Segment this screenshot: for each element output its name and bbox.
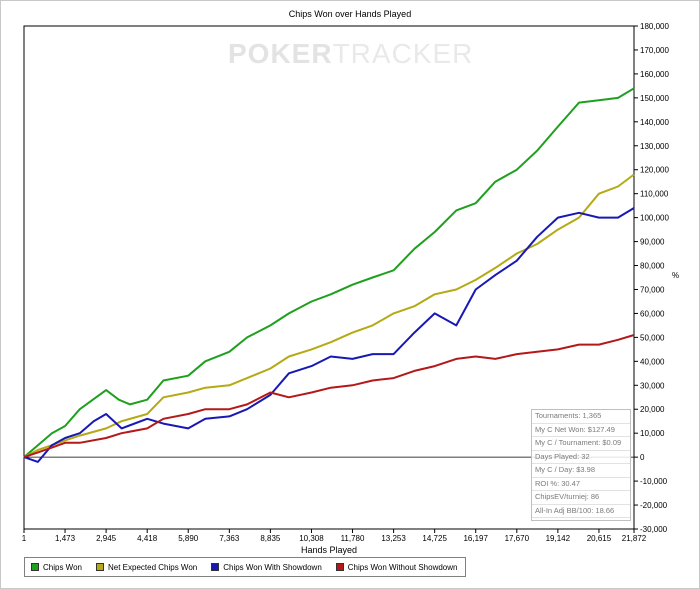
- y-tick-label: 110,000: [640, 190, 669, 199]
- stat-line: All-In Adj BB/100: 18.66: [532, 505, 630, 518]
- series-line-net-expected-chips-won: [23, 173, 635, 458]
- y-tick-label: 120,000: [640, 166, 669, 175]
- y-tick-label: 20,000: [640, 405, 665, 414]
- y-tick-label: 100,000: [640, 214, 669, 223]
- stat-line: My C Net Won: $127.49: [532, 424, 630, 437]
- y-tick-label: 130,000: [640, 142, 669, 151]
- pokertracker-watermark: POKERTRACKER: [228, 38, 473, 70]
- stat-line: Tournaments: 1,365: [532, 410, 630, 424]
- x-axis-label: Hands Played: [300, 545, 358, 555]
- y-tick-label: 160,000: [640, 70, 669, 79]
- x-tick-label: 17,670: [505, 534, 530, 543]
- legend-label: Chips Won With Showdown: [223, 562, 322, 572]
- x-tick-label: 21,872: [622, 534, 647, 543]
- y-tick-label: -30,000: [640, 525, 668, 534]
- x-tick-label: 11,780: [341, 534, 365, 543]
- x-tick-label: 8,835: [260, 534, 281, 543]
- plot-area: [23, 25, 635, 530]
- legend-label: Net Expected Chips Won: [107, 562, 198, 572]
- x-tick-label: 1,473: [55, 534, 76, 543]
- x-tick-label: 14,725: [422, 534, 447, 543]
- x-tick-label: 4,418: [137, 534, 158, 543]
- legend-item: Chips Won With Showdown: [205, 563, 330, 572]
- x-tick-label: 7,363: [219, 534, 240, 543]
- legend-swatch: [211, 563, 220, 571]
- x-tick-label: 13,253: [381, 534, 406, 543]
- watermark-poker: POKER: [228, 38, 333, 69]
- y-tick-label: 30,000: [640, 381, 665, 390]
- series-line-chips-won-with-showdown: [23, 207, 635, 463]
- legend-item: Chips Won Without Showdown: [330, 563, 466, 572]
- legend-label: Chips Won: [43, 562, 82, 572]
- x-tick-label: 20,615: [587, 534, 612, 543]
- y-tick-label: 10,000: [640, 429, 665, 438]
- series-line-chips-won-without-showdown: [23, 334, 635, 459]
- stat-line: My C / Tournament: $0.09: [532, 437, 630, 451]
- legend-item: Chips Won: [25, 563, 90, 572]
- y-tick-label: 0: [640, 453, 645, 462]
- y-tick-label: 150,000: [640, 94, 669, 103]
- y-tick-label: 60,000: [640, 309, 665, 318]
- x-tick-label: 2,945: [96, 534, 117, 543]
- stats-panel: Tournaments: 1,365 My C Net Won: $127.49 M…: [531, 409, 631, 521]
- legend-swatch: [95, 563, 104, 571]
- y-tick-label: 180,000: [640, 22, 669, 31]
- y-tick-label: 70,000: [640, 285, 665, 294]
- stat-line: ROI %: 30.47: [532, 478, 630, 491]
- y-tick-label: -20,000: [640, 501, 668, 510]
- legend-swatch: [31, 563, 39, 571]
- legend-item: Net Expected Chips Won: [90, 563, 205, 572]
- y-tick-label: 90,000: [640, 238, 665, 247]
- x-tick-label: 19,142: [546, 534, 571, 543]
- stat-line: Days Played: 32: [532, 451, 630, 464]
- x-tick-label: 1: [22, 534, 27, 543]
- y-axis-label: %: [672, 271, 680, 280]
- y-tick-label: 170,000: [640, 46, 669, 55]
- y-tick-label: 50,000: [640, 333, 665, 342]
- y-tick-label: 40,000: [640, 357, 665, 366]
- y-tick-label: 140,000: [640, 118, 669, 127]
- x-tick-label: 10,308: [299, 534, 324, 543]
- series-line-chips-won: [23, 87, 635, 458]
- stat-line: My C / Day: $3.98: [532, 464, 630, 478]
- legend-label: Chips Won Without Showdown: [347, 562, 458, 572]
- chart-title: Chips Won over Hands Played: [288, 9, 412, 19]
- x-tick-label: 5,890: [178, 534, 199, 543]
- watermark-tracker: TRACKER: [332, 38, 474, 69]
- y-tick-label: 80,000: [640, 262, 665, 271]
- y-tick-label: -10,000: [640, 477, 668, 486]
- chart-legend: Chips Won Net Expected Chips Won Chips Won…: [24, 557, 467, 577]
- stat-line: ChipsEV/turniej: 86: [532, 491, 630, 505]
- x-tick-label: 16,197: [463, 534, 488, 543]
- legend-swatch: [335, 563, 344, 571]
